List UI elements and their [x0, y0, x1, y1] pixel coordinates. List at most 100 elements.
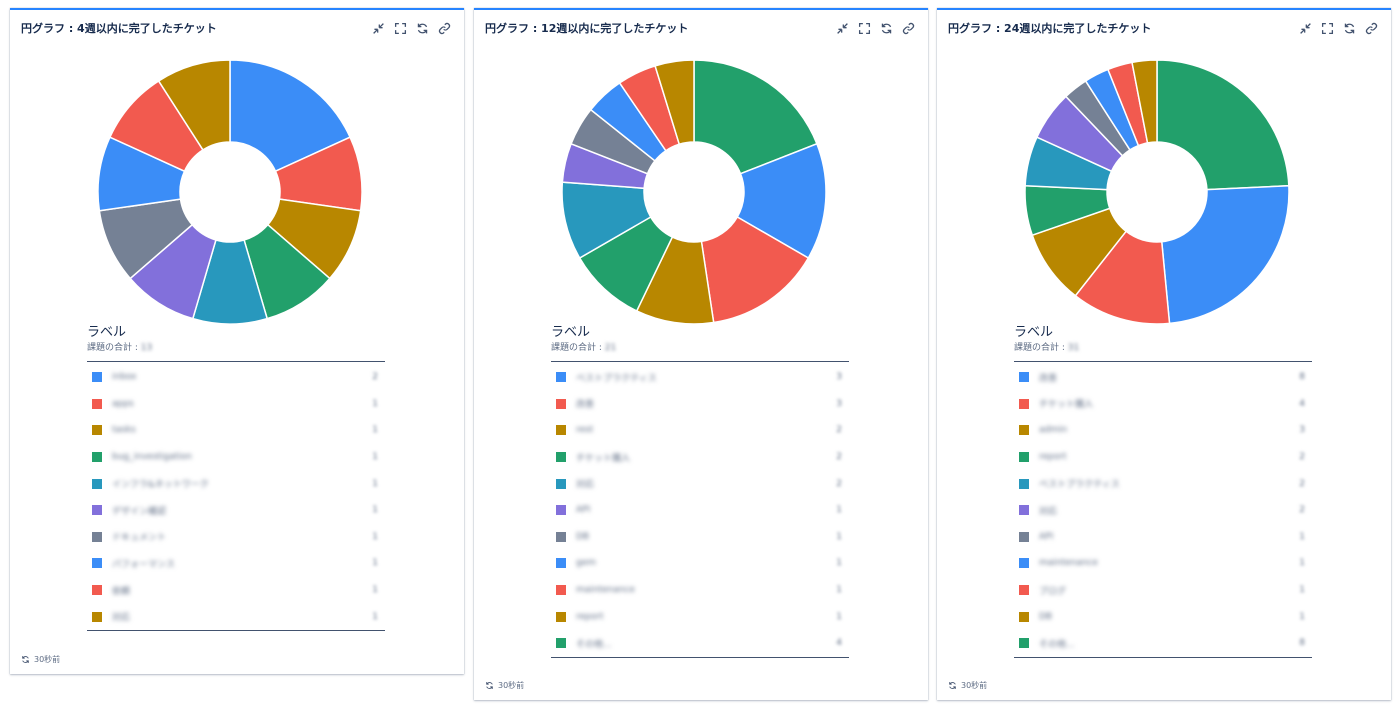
pie-slice[interactable]: [654, 59, 695, 146]
legend-row[interactable]: inbox 2: [87, 364, 385, 391]
link-icon[interactable]: [901, 21, 916, 36]
legend-label[interactable]: 依頼: [112, 586, 131, 597]
legend-row[interactable]: インフラ&ネットワーク 1: [87, 470, 385, 497]
legend-label[interactable]: 改善: [1039, 373, 1058, 384]
legend-label[interactable]: 改善: [576, 400, 595, 411]
legend-row[interactable]: 対応 2: [551, 470, 849, 497]
legend-row[interactable]: 依頼 1: [87, 577, 385, 604]
legend-label[interactable]: apps: [112, 398, 134, 409]
legend-label[interactable]: report: [1039, 452, 1067, 463]
legend-label[interactable]: 対応: [112, 613, 131, 624]
legend-row[interactable]: ベストプラクティス 3: [551, 364, 849, 391]
legend-row[interactable]: apps 1: [87, 391, 385, 418]
legend-row[interactable]: report 1: [551, 603, 849, 630]
legend-row[interactable]: gem 1: [551, 550, 849, 577]
legend-swatch: [92, 611, 102, 622]
legend: ラベル 課題の合計 : 13 inbox 2 apps 1 tasks 1 bug_inve…: [87, 324, 385, 631]
legend-label[interactable]: 対応: [576, 480, 595, 491]
refresh-icon[interactable]: [415, 21, 430, 36]
legend-row[interactable]: report 2: [1014, 444, 1312, 471]
legend-label[interactable]: デザイン確認: [112, 506, 167, 517]
legend-row[interactable]: bug_investigation 1: [87, 444, 385, 471]
legend-label[interactable]: その他...: [1039, 639, 1075, 650]
legend-row[interactable]: admin 3: [1014, 417, 1312, 444]
legend-label[interactable]: DB: [576, 531, 590, 542]
legend-row[interactable]: DB 1: [1014, 603, 1312, 630]
legend-label[interactable]: bug_investigation: [112, 452, 192, 463]
minimize-icon[interactable]: [371, 21, 386, 36]
pie-chart-svg: [561, 59, 827, 325]
legend-value: 2: [1299, 478, 1305, 489]
legend-label[interactable]: パフォーマンス: [112, 559, 175, 570]
pie-slice[interactable]: [693, 59, 818, 175]
legend-row[interactable]: ベストプラクティス 2: [1014, 470, 1312, 497]
legend-label[interactable]: インフラ&ネットワーク: [112, 480, 209, 491]
fullscreen-icon[interactable]: [857, 21, 872, 36]
legend-row[interactable]: API 1: [551, 497, 849, 524]
legend-row[interactable]: デザイン確認 1: [87, 497, 385, 524]
legend-swatch: [556, 531, 566, 542]
legend-row[interactable]: 対応 1: [87, 603, 385, 630]
fullscreen-icon[interactable]: [1320, 21, 1335, 36]
refresh-small-icon: [22, 656, 29, 663]
legend-label[interactable]: rest: [576, 425, 594, 436]
pie-slice[interactable]: [229, 59, 352, 173]
legend-value: 4: [1299, 398, 1305, 409]
legend-row[interactable]: DB 1: [551, 524, 849, 551]
legend-row[interactable]: ドキュメント 1: [87, 524, 385, 551]
fullscreen-icon[interactable]: [393, 21, 408, 36]
legend-row[interactable]: ブログ 1: [1014, 577, 1312, 604]
legend-row[interactable]: 改善 3: [551, 391, 849, 418]
legend-label[interactable]: ベストプラクティス: [576, 373, 657, 384]
legend-label[interactable]: 対応: [1039, 506, 1058, 517]
legend-row[interactable]: その他... 4: [551, 630, 849, 657]
pie-chart: [937, 54, 1391, 330]
legend-label[interactable]: ベストプラクティス: [1039, 480, 1120, 491]
legend-value: 2: [1299, 452, 1305, 463]
legend-value: 1: [372, 585, 378, 596]
pie-slice[interactable]: [700, 215, 810, 324]
legend-label[interactable]: その他...: [576, 639, 612, 650]
legend-total: 31: [1067, 343, 1080, 353]
link-icon[interactable]: [437, 21, 452, 36]
legend-row[interactable]: maintenance 1: [551, 577, 849, 604]
legend-value: 2: [836, 425, 842, 436]
legend-row[interactable]: その他... 8: [1014, 630, 1312, 657]
legend-label[interactable]: maintenance: [1039, 558, 1098, 569]
legend-row[interactable]: tasks 1: [87, 417, 385, 444]
legend-row[interactable]: API 1: [1014, 524, 1312, 551]
legend-row[interactable]: 対応 2: [1014, 497, 1312, 524]
legend-label[interactable]: ブログ: [1039, 586, 1067, 597]
gadget-title: 円グラフ : 12週以内に完了したチケット: [485, 22, 689, 35]
legend-label[interactable]: report: [576, 611, 604, 622]
legend-label[interactable]: API: [576, 505, 591, 516]
legend-label[interactable]: maintenance: [576, 585, 635, 596]
legend-label[interactable]: ドキュメント: [112, 533, 167, 544]
legend-label[interactable]: inbox: [112, 372, 137, 383]
pie-slice[interactable]: [1131, 59, 1158, 144]
legend-label[interactable]: API: [1039, 531, 1054, 542]
legend-label[interactable]: admin: [1039, 425, 1068, 436]
legend-row[interactable]: rest 2: [551, 417, 849, 444]
refresh-icon[interactable]: [1342, 21, 1357, 36]
pie-slice[interactable]: [1156, 59, 1290, 191]
legend-label[interactable]: DB: [1039, 611, 1053, 622]
pie-slice[interactable]: [157, 59, 231, 151]
legend-row[interactable]: パフォーマンス 1: [87, 550, 385, 577]
refresh-icon[interactable]: [879, 21, 894, 36]
minimize-icon[interactable]: [1298, 21, 1313, 36]
legend-value: 1: [1299, 558, 1305, 569]
legend-label[interactable]: tasks: [112, 425, 136, 436]
minimize-icon[interactable]: [835, 21, 850, 36]
legend-row[interactable]: maintenance 1: [1014, 550, 1312, 577]
link-icon[interactable]: [1364, 21, 1379, 36]
legend-row[interactable]: チケット購入 2: [551, 444, 849, 471]
legend-row[interactable]: チケット購入 4: [1014, 391, 1312, 418]
legend-row[interactable]: 改善 8: [1014, 364, 1312, 391]
legend-label[interactable]: gem: [576, 558, 597, 569]
legend-label[interactable]: チケット購入: [576, 453, 631, 464]
legend-swatch: [92, 398, 102, 409]
legend-label[interactable]: チケット購入: [1039, 400, 1094, 411]
gadget-header: 円グラフ : 4週以内に完了したチケット: [10, 10, 464, 46]
pie-slice[interactable]: [1160, 184, 1290, 325]
